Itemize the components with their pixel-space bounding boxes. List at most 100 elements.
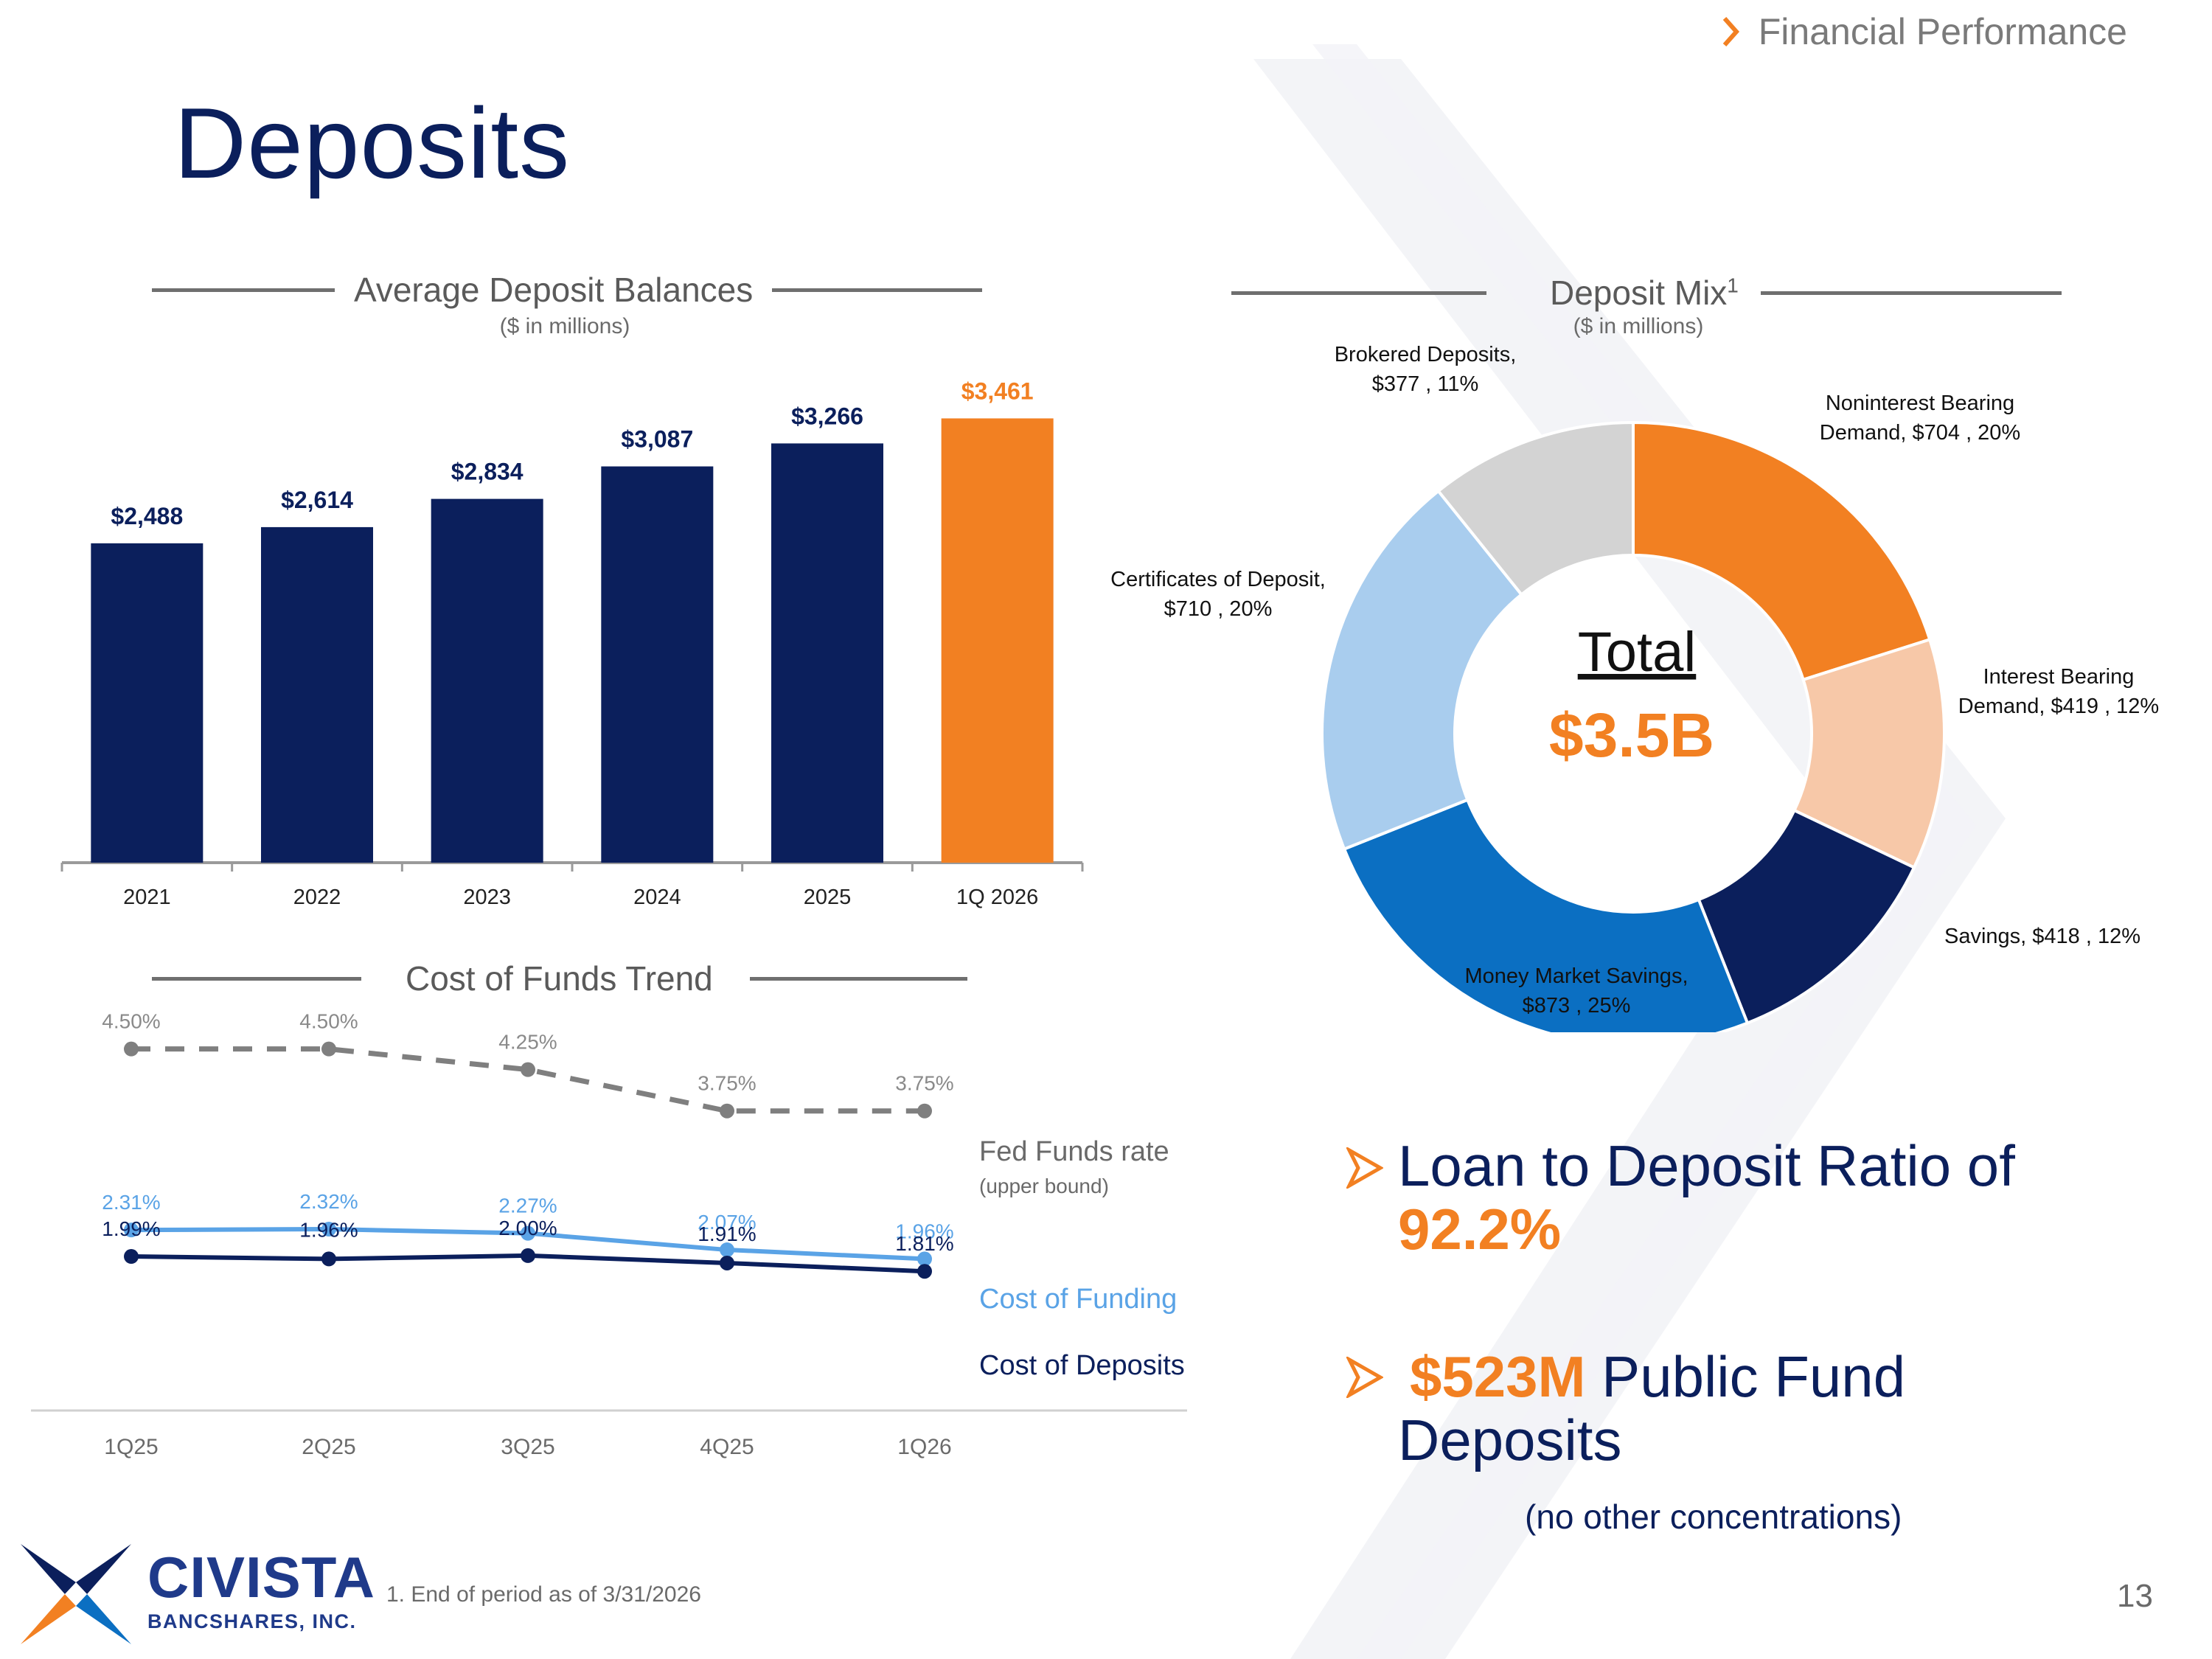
- data-point: [521, 1225, 535, 1241]
- bar: [941, 418, 1054, 863]
- data-label: 2.00%: [498, 1217, 557, 1239]
- bar-data-label: $3,087: [621, 426, 693, 453]
- header-rule: [749, 976, 967, 981]
- public-fund-text-2: Deposits: [1398, 1408, 1622, 1472]
- page-number: 13: [2117, 1578, 2153, 1614]
- bar-chart-title: Average Deposit Balances: [354, 271, 754, 309]
- series-line: [131, 1046, 925, 1114]
- slice-label: Savings, $418 , 12%: [1944, 925, 2140, 948]
- slice-label: Demand, $419 , 12%: [1958, 695, 2159, 718]
- center-value: $3.5B: [1549, 700, 1714, 770]
- line-chart-title: Cost of Funds Trend: [406, 959, 713, 998]
- legend-label: Cost of Funding: [979, 1284, 1177, 1315]
- donut-slice: [1436, 420, 1635, 597]
- data-label: 4.25%: [498, 1031, 557, 1054]
- bar-data-label: $2,614: [281, 487, 353, 513]
- data-label: 2.27%: [498, 1194, 557, 1217]
- ltd-value: 92.2%: [1398, 1197, 1562, 1262]
- slice-label: Brokered Deposits,: [1335, 343, 1517, 366]
- pie-chart-title: Deposit Mix1: [1550, 274, 1739, 312]
- header-rule: [1231, 291, 1486, 295]
- section-tag: Financial Performance: [1722, 10, 2127, 53]
- data-point: [521, 1248, 535, 1263]
- public-fund-note: (no other concentrations): [1525, 1498, 1902, 1536]
- data-label: 1.96%: [895, 1220, 953, 1242]
- x-tick-label: 2021: [123, 886, 171, 909]
- logo-subtitle: BANCSHARES, INC.: [147, 1610, 357, 1632]
- pie-chart: Noninterest Bearing Demand, $704 , 20% Int…: [1110, 343, 2159, 1032]
- donut-slice: [1321, 489, 1524, 852]
- x-tick-label: 2025: [804, 886, 852, 909]
- slice-label: $710 , 20%: [1164, 597, 1273, 621]
- data-point: [917, 1103, 932, 1119]
- x-tick-label: 2023: [463, 886, 511, 909]
- ltd-prefix: Loan to Deposit Ratio of: [1398, 1133, 2015, 1198]
- slice-label: $873 , 25%: [1523, 994, 1631, 1018]
- callout-arrow-icon: [1346, 1357, 1383, 1398]
- data-label: 2.07%: [698, 1211, 756, 1234]
- data-point: [917, 1251, 932, 1267]
- slice-label: Noninterest Bearing: [1826, 392, 2014, 415]
- civista-logo-icon: [21, 1544, 131, 1644]
- ltd-callout: Loan to Deposit Ratio of 92.2%: [1398, 1134, 2015, 1261]
- x-tick-label: 1Q25: [104, 1435, 158, 1459]
- data-point: [720, 1242, 734, 1258]
- logo-wordmark: CIVISTA: [147, 1545, 375, 1610]
- bar-chart: $2,488 2021 $2,614 2022 $2,834 2023 $3,087 2024…: [60, 378, 1084, 909]
- donut-slice: [1632, 420, 1932, 682]
- data-point: [321, 1041, 336, 1057]
- data-point: [321, 1251, 336, 1267]
- data-point: [521, 1062, 535, 1077]
- bar-data-label: $3,461: [961, 378, 1034, 404]
- data-label: 1.81%: [895, 1232, 953, 1255]
- data-label: 3.75%: [698, 1072, 756, 1095]
- legend-label: Cost of Deposits: [979, 1350, 1185, 1381]
- page-title: Deposits: [174, 87, 571, 199]
- x-tick-label: 1Q26: [897, 1435, 951, 1459]
- data-point: [720, 1103, 734, 1119]
- footnote: 1. End of period as of 3/31/2026: [386, 1582, 701, 1607]
- bar-data-label: $2,834: [451, 459, 524, 485]
- pie-chart-subtitle: ($ in millions): [1573, 314, 1704, 338]
- pie-chart-header: Deposit Mix1: [1231, 273, 2062, 313]
- bar-data-label: $2,488: [111, 503, 183, 529]
- public-fund-value: $523M: [1410, 1344, 1586, 1409]
- data-label: 1.91%: [698, 1222, 756, 1245]
- data-label: 2.31%: [102, 1191, 160, 1214]
- x-tick-label: 1Q 2026: [956, 886, 1038, 909]
- slice-label: Interest Bearing: [1983, 665, 2135, 689]
- header-rule: [152, 976, 361, 981]
- header-rule: [152, 288, 335, 292]
- data-label: 1.96%: [299, 1218, 358, 1241]
- bar: [431, 498, 543, 863]
- bar-chart-header: Average Deposit Balances: [152, 270, 982, 310]
- x-tick-label: 2022: [293, 886, 341, 909]
- data-label: 4.50%: [299, 1010, 358, 1033]
- x-tick-label: 2Q25: [302, 1435, 355, 1459]
- x-tick-label: 4Q25: [700, 1435, 754, 1459]
- data-point: [124, 1249, 139, 1265]
- bar: [91, 543, 204, 863]
- header-rule: [772, 288, 982, 292]
- center-label: Total: [1578, 621, 1697, 684]
- data-label: 4.50%: [102, 1010, 160, 1033]
- section-tag-label: Financial Performance: [1758, 11, 2127, 52]
- data-label: 2.32%: [299, 1190, 358, 1213]
- data-point: [124, 1041, 139, 1057]
- data-label: 1.99%: [102, 1217, 160, 1240]
- bar-chart-subtitle: ($ in millions): [499, 314, 630, 338]
- x-tick-label: 2024: [633, 886, 681, 909]
- x-tick-label: 3Q25: [501, 1435, 554, 1459]
- public-fund-callout: $523M Public Fund Deposits: [1398, 1345, 1905, 1472]
- callout-arrow-icon: [1346, 1147, 1383, 1189]
- bar: [601, 466, 714, 863]
- chevron-right-icon: [1722, 17, 1739, 46]
- header-rule: [1760, 291, 2062, 295]
- slice-label: Certificates of Deposit,: [1110, 568, 1326, 591]
- data-label: 3.75%: [895, 1072, 953, 1095]
- data-point: [917, 1264, 932, 1279]
- bar: [261, 526, 373, 863]
- data-point: [321, 1222, 336, 1237]
- slice-label: Demand, $704 , 20%: [1820, 421, 2020, 445]
- legend-label: Fed Funds rate: [979, 1136, 1169, 1167]
